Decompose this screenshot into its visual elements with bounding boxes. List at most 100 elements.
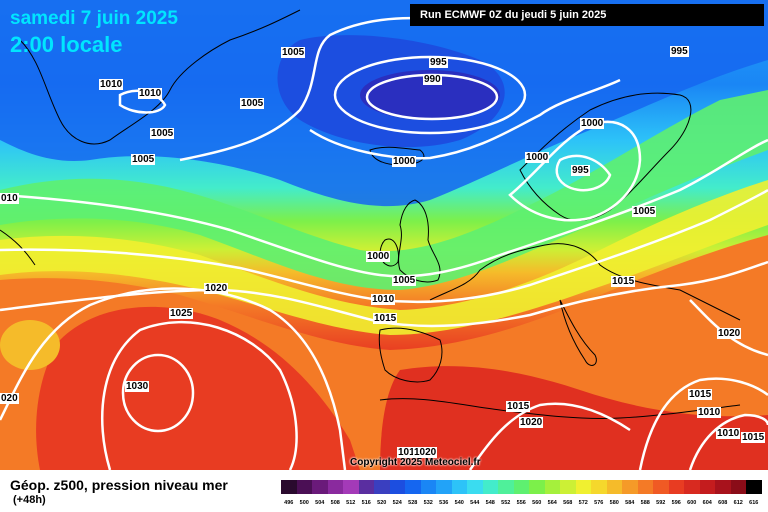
isobar-label: 1010 [716,428,741,439]
isobar-label: 1005 [632,206,657,217]
scale-label: 516 [361,500,371,506]
scale-label: 560 [532,500,542,506]
isobar-label: 1015 [373,313,398,324]
coastlines [0,9,741,419]
scale-label: 520 [377,500,387,506]
isobar-label: 1005 [240,98,265,109]
scale-swatch [358,480,374,494]
scale-swatch [467,480,483,494]
scale-label: 576 [594,500,604,506]
isobar-label: 1000 [525,152,550,163]
isobar-label: 1020 [519,417,544,428]
scale-swatch [436,480,452,494]
isobar-1020 [0,287,347,470]
isobar-label: 1030 [125,381,150,392]
scale-label: 496 [284,500,294,506]
weather-map: samedi 7 juin 2025 2:00 locale Run ECMWF… [0,0,768,470]
z500-region-green [0,90,768,290]
scale-swatch [544,480,560,494]
scale-label: 512 [346,500,356,506]
color-scale [281,480,762,494]
scale-label: 548 [485,500,495,506]
scale-swatch [327,480,343,494]
italy-coast [559,299,597,366]
isobar-label: 1000 [580,118,605,129]
iceland-coast [369,146,425,166]
scale-swatch [312,480,328,494]
canada-coast [0,229,36,266]
scale-label: 580 [609,500,619,506]
scale-label: 508 [330,500,340,506]
uk-coast [398,199,441,283]
scale-label: 592 [656,500,666,506]
isobar-label: 1005 [392,275,417,286]
isobar-label: 1005 [281,47,306,58]
ireland-coast [379,238,399,267]
scale-label: 504 [315,500,325,506]
isobar-label: 1010 [397,447,422,458]
isobar-label: 995 [571,165,590,176]
scale-label: 556 [516,500,526,506]
z500-yellow-patch [0,320,60,370]
isobar-1030 [121,353,195,433]
scale-swatch [343,480,359,494]
scale-swatch [389,480,405,494]
scale-label: 564 [547,500,557,506]
isobar-label: 990 [423,74,442,85]
isobar-label: 1015 [688,389,713,400]
scale-label: 600 [687,500,697,506]
isobar-1000-north [309,78,621,160]
scale-label: 540 [454,500,464,506]
isobar-1015-mid [0,260,768,328]
z500-region-red [36,306,360,470]
legend-subtitle: (+48h) [13,494,46,506]
isobar-1005-mid [0,138,768,278]
scale-swatch [637,480,653,494]
europe-coast [429,243,741,321]
isobar-label: 1015 [506,401,531,412]
isobar-label: 1010 [138,88,163,99]
scale-swatch [622,480,638,494]
scale-swatch [699,480,715,494]
isobar-1015-east [638,377,768,470]
scale-label: 604 [702,500,712,506]
scale-label: 568 [563,500,573,506]
scale-label: 588 [640,500,650,506]
scale-swatch [498,480,514,494]
isobar-label: 1010 [99,79,124,90]
z500-core [360,70,500,120]
isobar-label: 010 [0,193,19,204]
scale-label: 544 [470,500,480,506]
scale-label: 528 [408,500,418,506]
isobar-label: 1000 [392,156,417,167]
greenland-coast [19,9,301,145]
scale-label: 552 [501,500,511,506]
isobar-label: 1000 [366,251,391,262]
scale-label: 524 [392,500,402,506]
isobar-1015-africa [468,402,631,470]
scale-swatch [560,480,576,494]
scale-swatch [405,480,421,494]
isobar-label: 020 [0,393,19,404]
map-canvas [0,0,768,470]
scale-label: 532 [423,500,433,506]
isobar-label: 1005 [131,154,156,165]
isobar-1000-scand [508,120,642,222]
africa-coast [379,398,741,419]
scale-swatch [281,480,297,494]
isobar-1025 [101,321,298,470]
isobar-label: 1010 [371,294,396,305]
isobar-label: 1020 [413,447,438,458]
model-run-info: Run ECMWF 0Z du jeudi 5 juin 2025 [410,4,764,26]
isobar-label: 995 [429,57,448,68]
isobar-label: 1005 [150,128,175,139]
scale-swatch [374,480,390,494]
scale-swatch [653,480,669,494]
scale-swatch [591,480,607,494]
isobar-label: 1015 [741,432,766,443]
isobar-995-scand [555,154,612,192]
scale-swatch [420,480,436,494]
scale-swatch [668,480,684,494]
scale-label: 500 [299,500,309,506]
scale-swatch [606,480,622,494]
